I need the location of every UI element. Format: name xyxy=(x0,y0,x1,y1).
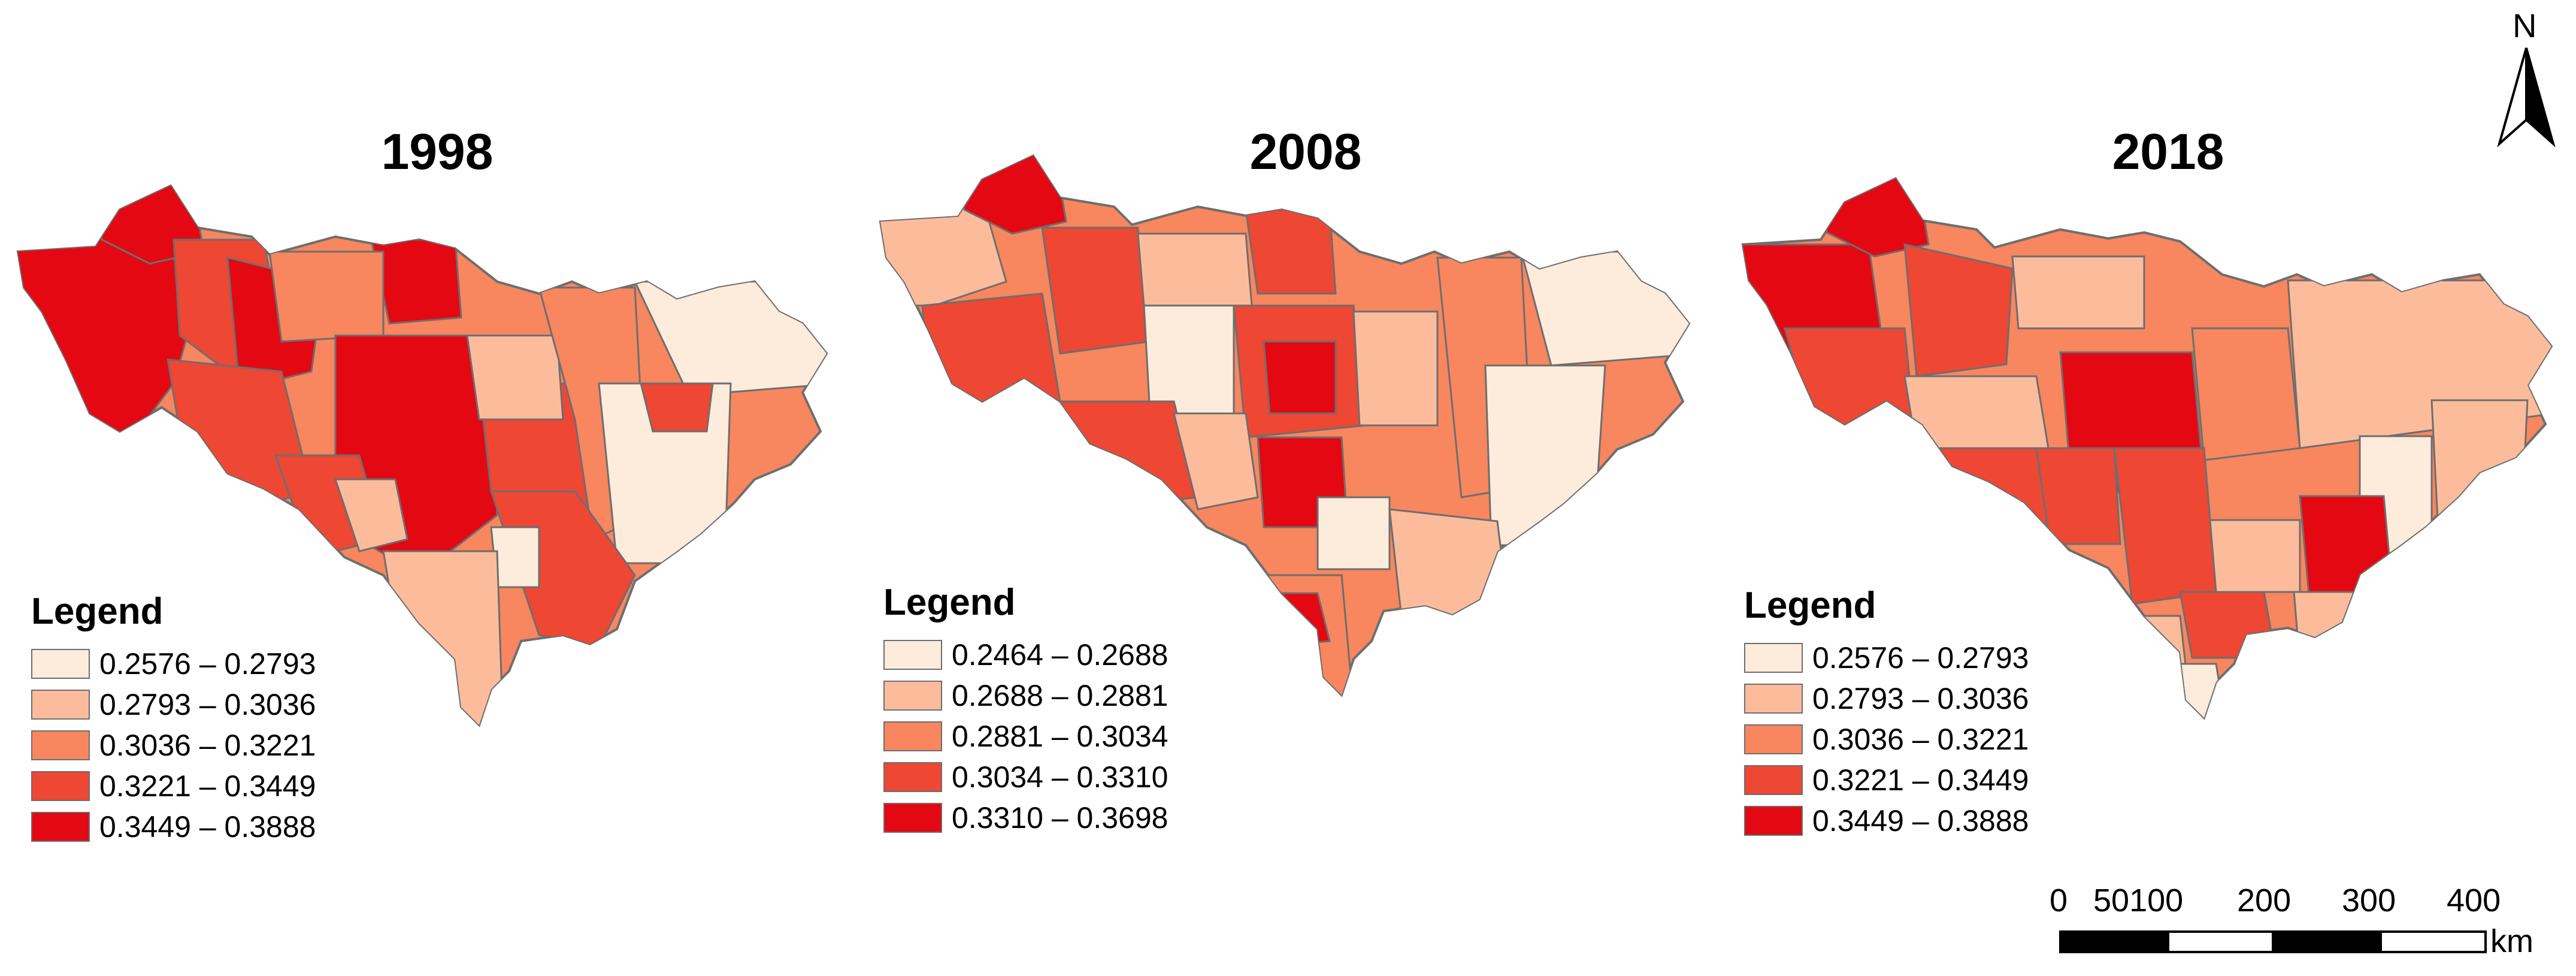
region-polygon xyxy=(1903,243,2014,377)
north-label: N xyxy=(2513,7,2537,44)
region-polygon xyxy=(1173,412,1259,510)
region-polygon xyxy=(18,226,199,457)
legend-item: 0.3310 – 0.3698 xyxy=(883,797,1273,838)
scale-tick-label: 50100 xyxy=(2093,883,2184,918)
legend-item: 0.2576 – 0.2793 xyxy=(31,643,420,684)
region-polygon xyxy=(640,382,714,433)
legend-label: 0.2881 – 0.3034 xyxy=(952,720,1169,753)
region-polygon xyxy=(268,250,385,343)
legend-swatch xyxy=(31,730,90,760)
legend-title: Legend xyxy=(1744,585,1876,626)
scale-tick-label: 400 xyxy=(2447,883,2501,918)
region-polygon xyxy=(1316,496,1391,570)
region-polygon xyxy=(334,478,408,552)
legend-item: 0.2793 – 0.3036 xyxy=(1744,678,2133,719)
region-polygon xyxy=(1784,327,1918,461)
region-polygon xyxy=(2131,663,2229,718)
scale-tick-label: 300 xyxy=(2342,883,2396,918)
legend-swatch xyxy=(883,803,942,833)
legend-swatch xyxy=(1744,724,1803,754)
legend-swatch xyxy=(883,640,942,670)
scale-unit-label: km xyxy=(2490,923,2533,959)
legend-label: 0.3036 – 0.3221 xyxy=(1812,723,2029,756)
legend-swatch xyxy=(883,681,942,711)
legend-label: 0.3449 – 0.3888 xyxy=(99,810,316,844)
map-title: 1998 xyxy=(381,123,494,180)
legend-swatch xyxy=(31,771,90,801)
scale-tick-label: 0 xyxy=(2050,883,2068,918)
legend: Legend 0.2576 – 0.2793 0.2793 – 0.3036 0… xyxy=(31,590,420,847)
legend-swatch xyxy=(31,812,90,842)
region-polygon xyxy=(2179,591,2277,659)
region-polygon xyxy=(2113,447,2217,605)
region-polygon xyxy=(1137,232,1253,307)
region-polygon xyxy=(1143,304,1235,415)
legend-swatch xyxy=(1744,684,1803,714)
legend-swatch xyxy=(883,762,942,792)
legend-label: 0.3221 – 0.3449 xyxy=(1812,763,2029,797)
legend-item: 0.3221 – 0.3449 xyxy=(31,766,420,806)
region-polygon xyxy=(2430,399,2529,521)
legend-item: 0.2576 – 0.2793 xyxy=(1744,637,2133,678)
scale-bar xyxy=(2059,930,2487,953)
legend-label: 0.2464 – 0.2688 xyxy=(952,638,1169,672)
legend-item: 0.3449 – 0.3888 xyxy=(31,806,420,847)
region-polygon xyxy=(1388,508,1511,618)
legend-swatch xyxy=(1744,806,1803,836)
legend-label: 0.2576 – 0.2793 xyxy=(1812,641,2029,675)
legend-item: 0.2881 – 0.3034 xyxy=(883,716,1273,757)
region-polygon xyxy=(1903,447,2050,533)
legend-title: Legend xyxy=(883,582,1016,623)
legend-label: 0.3034 – 0.3310 xyxy=(952,760,1169,794)
legend-item: 0.2464 – 0.2688 xyxy=(883,634,1273,675)
legend-item: 0.3449 – 0.3888 xyxy=(1744,800,2133,841)
map-title: 2018 xyxy=(2112,123,2224,180)
region-polygon xyxy=(1352,310,1439,427)
legend-swatch xyxy=(31,690,90,720)
region-polygon xyxy=(466,334,564,421)
legend-swatch xyxy=(1744,643,1803,673)
legend-item: 0.2688 – 0.2881 xyxy=(883,675,1273,716)
region-polygon xyxy=(1041,226,1151,355)
legend-label: 0.2793 – 0.3036 xyxy=(1812,682,2029,715)
legend-label: 0.2576 – 0.2793 xyxy=(99,647,316,681)
legend-label: 0.2793 – 0.3036 xyxy=(99,688,316,721)
legend: Legend 0.2576 – 0.2793 0.2793 – 0.3036 0… xyxy=(1744,584,2133,841)
region-polygon xyxy=(2191,327,2301,461)
region-polygon xyxy=(2011,255,2145,330)
legend: Legend 0.2464 – 0.2688 0.2688 – 0.2881 0… xyxy=(883,581,1273,838)
legend-label: 0.3221 – 0.3449 xyxy=(99,769,316,803)
legend-title: Legend xyxy=(31,591,164,632)
region-polygon xyxy=(1263,340,1337,415)
legend-swatch xyxy=(1744,765,1803,795)
legend-label: 0.3449 – 0.3888 xyxy=(1812,804,2029,838)
legend-label: 0.2688 – 0.2881 xyxy=(952,679,1169,712)
legend-item: 0.3034 – 0.3310 xyxy=(883,757,1273,797)
scale-tick-label: 200 xyxy=(2237,883,2292,918)
legend-swatch xyxy=(31,649,90,679)
region-polygon xyxy=(1903,375,2050,449)
region-polygon xyxy=(921,292,1061,427)
legend-item: 0.3221 – 0.3449 xyxy=(1744,760,2133,800)
legend-item: 0.2793 – 0.3036 xyxy=(31,684,420,725)
legend-item: 0.3036 – 0.3221 xyxy=(1744,719,2133,760)
legend-label: 0.3036 – 0.3221 xyxy=(99,729,316,762)
legend-item: 0.3036 – 0.3221 xyxy=(31,725,420,766)
north-arrow-icon xyxy=(2497,47,2556,148)
map-title: 2008 xyxy=(1249,123,1362,180)
region-polygon xyxy=(1245,209,1337,295)
legend-label: 0.3310 – 0.3698 xyxy=(952,801,1169,835)
legend-swatch xyxy=(883,721,942,751)
region-polygon xyxy=(2293,591,2397,665)
